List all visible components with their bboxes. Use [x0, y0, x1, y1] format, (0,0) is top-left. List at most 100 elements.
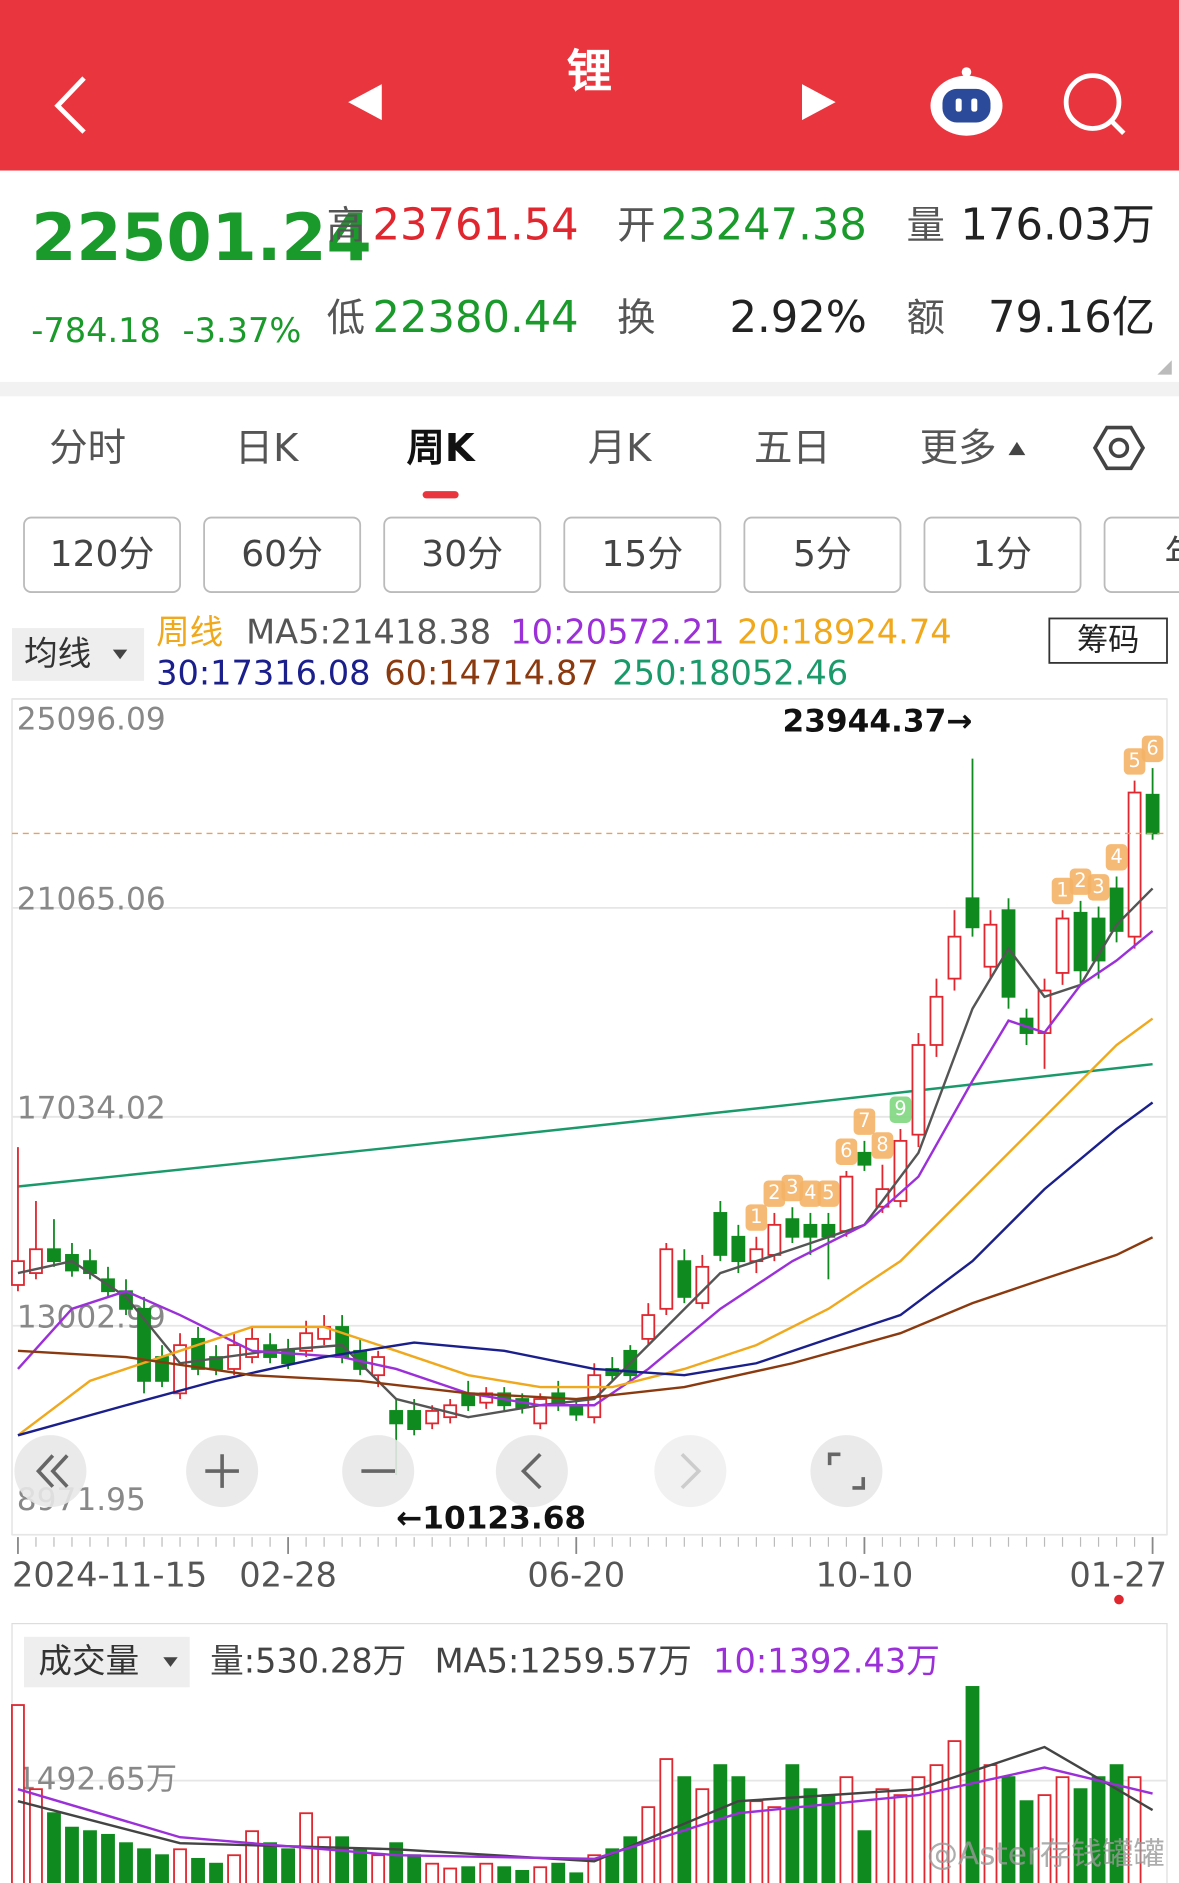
- volume-bar: [389, 1842, 404, 1883]
- dropdown-arrow: [112, 649, 128, 660]
- ma-line: [17, 887, 1154, 1419]
- volume-bar: [1109, 1764, 1124, 1883]
- field-label: 量: [906, 204, 944, 249]
- chip-button-label: 筹码: [1077, 622, 1139, 658]
- volume-bar: [119, 1842, 133, 1883]
- signal-tag: [1051, 877, 1074, 905]
- field-label: 高: [327, 204, 365, 249]
- candle-body: [713, 1212, 728, 1256]
- volume-bar: [551, 1862, 566, 1883]
- robot-face: [942, 88, 991, 123]
- period-tab[interactable]: 月K: [588, 426, 652, 471]
- signal-tag: [799, 1180, 822, 1207]
- signal-tag: [1123, 748, 1146, 775]
- period-tab[interactable]: 日K: [235, 426, 299, 471]
- interval-button[interactable]: [1103, 516, 1179, 593]
- fullscreen-button[interactable]: [810, 1435, 883, 1508]
- candle-body: [173, 1344, 187, 1395]
- signal-tag: [817, 1180, 840, 1207]
- ma-line: [17, 930, 1154, 1407]
- interval-label: 1分: [973, 534, 1032, 575]
- back-button[interactable]: [54, 76, 86, 134]
- field-label: 低: [327, 296, 365, 341]
- price-change: -784.18: [31, 311, 161, 350]
- field-value: 2.92%: [730, 293, 867, 343]
- volume-bar: [641, 1806, 656, 1883]
- signal-tag-label: 9: [894, 1097, 906, 1120]
- signal-tag-label: 5: [822, 1181, 834, 1204]
- period-tab[interactable]: 更多: [920, 426, 997, 471]
- candle-body: [29, 1248, 43, 1274]
- interval-button[interactable]: [203, 516, 362, 593]
- search-button[interactable]: [1063, 73, 1126, 135]
- signal-tag-label: 6: [1146, 736, 1158, 759]
- assistant-button[interactable]: [930, 67, 1003, 136]
- scroll-right-button[interactable]: [654, 1435, 727, 1508]
- interval-label: 60分: [241, 534, 323, 575]
- prev-button[interactable]: [348, 84, 382, 121]
- candle-body: [893, 1139, 908, 1202]
- icon: [205, 1454, 239, 1488]
- period-tab[interactable]: 五日: [754, 426, 831, 471]
- volume-legend: 10:1392.43万: [713, 1642, 940, 1681]
- volume-bar: [911, 1776, 926, 1883]
- volume-bar: [65, 1826, 79, 1883]
- volume-bar: [605, 1848, 620, 1883]
- volume-bar: [893, 1794, 908, 1883]
- interval-button[interactable]: [23, 516, 181, 593]
- settings-button[interactable]: [1092, 425, 1146, 471]
- signal-tag: [1105, 844, 1128, 871]
- y-tick-label: 21065.06: [17, 882, 166, 918]
- candle-body: [299, 1332, 314, 1352]
- scroll-left-button[interactable]: [495, 1435, 568, 1508]
- candle-body: [947, 935, 962, 980]
- volume-bar: [515, 1870, 530, 1883]
- ma-line: [17, 1017, 1154, 1437]
- watermark: @Aster存钱罐罐: [927, 1836, 1165, 1872]
- ma-line: [17, 1745, 1154, 1863]
- candle-body: [731, 1235, 746, 1263]
- interval-button[interactable]: [923, 516, 1082, 593]
- field-value: 22380.44: [372, 293, 578, 343]
- period-tab[interactable]: 分时: [49, 426, 126, 471]
- volume-selector[interactable]: [24, 1636, 190, 1688]
- volume-bar: [929, 1764, 944, 1883]
- period-tab[interactable]: 周K: [407, 426, 476, 471]
- volume-bar: [335, 1836, 350, 1883]
- next-button[interactable]: [802, 84, 836, 121]
- volume-bar: [47, 1812, 61, 1883]
- settings-icon: [1092, 425, 1146, 471]
- robot-eye: [971, 98, 978, 112]
- interval-button[interactable]: [563, 516, 722, 593]
- chip-button[interactable]: [1048, 617, 1168, 664]
- volume-bar: [155, 1854, 169, 1883]
- signal-tag: [889, 1096, 912, 1123]
- period-label: 周线: [156, 613, 223, 652]
- candle-body: [47, 1248, 61, 1263]
- candle-body: [1073, 911, 1088, 972]
- signal-tag: [1141, 735, 1164, 763]
- candle-body: [803, 1223, 818, 1238]
- field-value: 79.16亿: [988, 293, 1155, 343]
- interval-button[interactable]: [743, 516, 902, 593]
- signal-tag: [1087, 874, 1110, 901]
- x-tick-label: 10-10: [816, 1555, 914, 1594]
- ma-legend: 20:18924.74: [737, 613, 951, 652]
- candle-body: [911, 1044, 926, 1136]
- volume-bar: [407, 1854, 422, 1883]
- volume-bar: [443, 1867, 458, 1883]
- candle-body: [839, 1175, 854, 1232]
- ma-line: [17, 1236, 1154, 1401]
- interval-button[interactable]: [383, 516, 542, 593]
- volume-bar: [263, 1842, 277, 1883]
- volume-bar: [281, 1848, 296, 1883]
- signal-tag-label: 7: [858, 1109, 870, 1132]
- volume-bar: [1037, 1794, 1052, 1883]
- volume-bar: [533, 1866, 548, 1883]
- volume-bar: [695, 1788, 710, 1883]
- active-underline: [422, 491, 459, 499]
- volume-bar: [569, 1872, 584, 1883]
